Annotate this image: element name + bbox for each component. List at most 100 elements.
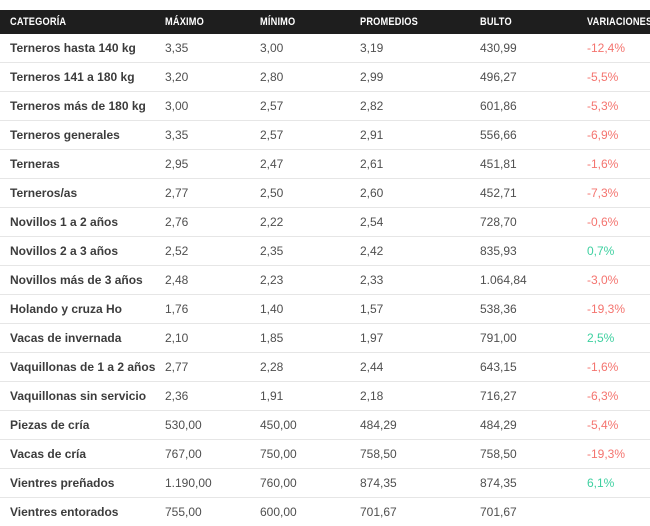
variacion-cell: -19,3% <box>577 295 650 324</box>
bulto-cell: 484,29 <box>470 411 577 440</box>
categoria-cell: Terneras <box>0 150 155 179</box>
maximo-cell: 3,35 <box>155 121 250 150</box>
bulto-cell: 728,70 <box>470 208 577 237</box>
minimo-cell: 2,28 <box>250 353 350 382</box>
bulto-cell: 430,99 <box>470 34 577 63</box>
bulto-cell: 701,67 <box>470 498 577 526</box>
bulto-cell: 496,27 <box>470 63 577 92</box>
maximo-cell: 3,00 <box>155 92 250 121</box>
categoria-cell: Terneros hasta 140 kg <box>0 34 155 63</box>
promedios-cell: 701,67 <box>350 498 470 526</box>
promedios-cell: 2,61 <box>350 150 470 179</box>
promedios-cell: 2,54 <box>350 208 470 237</box>
variacion-cell: -6,3% <box>577 382 650 411</box>
promedios-cell: 3,19 <box>350 34 470 63</box>
maximo-cell: 755,00 <box>155 498 250 526</box>
categoria-cell: Terneros 141 a 180 kg <box>0 63 155 92</box>
categoria-cell: Novillos 1 a 2 años <box>0 208 155 237</box>
column-header-maximo: MÁXIMO <box>155 10 250 34</box>
minimo-cell: 3,00 <box>250 34 350 63</box>
maximo-cell: 2,95 <box>155 150 250 179</box>
maximo-cell: 2,36 <box>155 382 250 411</box>
minimo-cell: 2,35 <box>250 237 350 266</box>
column-header-label: PROMEDIOS <box>360 16 418 28</box>
minimo-cell: 600,00 <box>250 498 350 526</box>
categoria-cell: Vaquillonas sin servicio <box>0 382 155 411</box>
promedios-cell: 2,82 <box>350 92 470 121</box>
column-header-minimo: MÍNIMO <box>250 10 350 34</box>
promedios-cell: 2,60 <box>350 179 470 208</box>
promedios-cell: 1,97 <box>350 324 470 353</box>
categoria-cell: Vacas de cría <box>0 440 155 469</box>
variacion-cell: 6,1% <box>577 469 650 498</box>
minimo-cell: 450,00 <box>250 411 350 440</box>
minimo-cell: 760,00 <box>250 469 350 498</box>
column-header-bulto: BULTO <box>470 10 577 34</box>
column-header-label: MÍNIMO <box>260 16 295 28</box>
maximo-cell: 2,10 <box>155 324 250 353</box>
variacion-cell <box>577 498 650 526</box>
categoria-cell: Vientres entorados <box>0 498 155 526</box>
promedios-cell: 2,18 <box>350 382 470 411</box>
variacion-cell: -5,4% <box>577 411 650 440</box>
minimo-cell: 1,91 <box>250 382 350 411</box>
maximo-cell: 2,77 <box>155 179 250 208</box>
variacion-cell: -7,3% <box>577 179 650 208</box>
maximo-cell: 1,76 <box>155 295 250 324</box>
minimo-cell: 2,57 <box>250 121 350 150</box>
minimo-cell: 2,23 <box>250 266 350 295</box>
categoria-cell: Terneros más de 180 kg <box>0 92 155 121</box>
maximo-cell: 2,48 <box>155 266 250 295</box>
categoria-cell: Terneros/as <box>0 179 155 208</box>
bulto-cell: 791,00 <box>470 324 577 353</box>
variacion-cell: -19,3% <box>577 440 650 469</box>
promedios-cell: 1,57 <box>350 295 470 324</box>
maximo-cell: 2,76 <box>155 208 250 237</box>
maximo-cell: 1.190,00 <box>155 469 250 498</box>
bulto-cell: 643,15 <box>470 353 577 382</box>
maximo-cell: 530,00 <box>155 411 250 440</box>
minimo-cell: 750,00 <box>250 440 350 469</box>
column-header-label: VARIACIONES <box>587 16 650 28</box>
column-header-categoria: CATEGORÍA <box>0 10 155 34</box>
bulto-cell: 1.064,84 <box>470 266 577 295</box>
variacion-cell: -1,6% <box>577 150 650 179</box>
maximo-cell: 2,52 <box>155 237 250 266</box>
promedios-cell: 2,44 <box>350 353 470 382</box>
promedios-cell: 758,50 <box>350 440 470 469</box>
bulto-cell: 758,50 <box>470 440 577 469</box>
categoria-cell: Vaquillonas de 1 a 2 años <box>0 353 155 382</box>
bulto-cell: 452,71 <box>470 179 577 208</box>
maximo-cell: 3,20 <box>155 63 250 92</box>
variacion-cell: -12,4% <box>577 34 650 63</box>
bulto-cell: 874,35 <box>470 469 577 498</box>
promedios-cell: 2,33 <box>350 266 470 295</box>
categoria-cell: Piezas de cría <box>0 411 155 440</box>
promedios-cell: 484,29 <box>350 411 470 440</box>
categoria-cell: Terneros generales <box>0 121 155 150</box>
variacion-cell: -3,0% <box>577 266 650 295</box>
column-header-promedios: PROMEDIOS <box>350 10 470 34</box>
variacion-cell: -6,9% <box>577 121 650 150</box>
categoria-cell: Holando y cruza Ho <box>0 295 155 324</box>
variacion-cell: -1,6% <box>577 353 650 382</box>
variacion-cell: 0,7% <box>577 237 650 266</box>
